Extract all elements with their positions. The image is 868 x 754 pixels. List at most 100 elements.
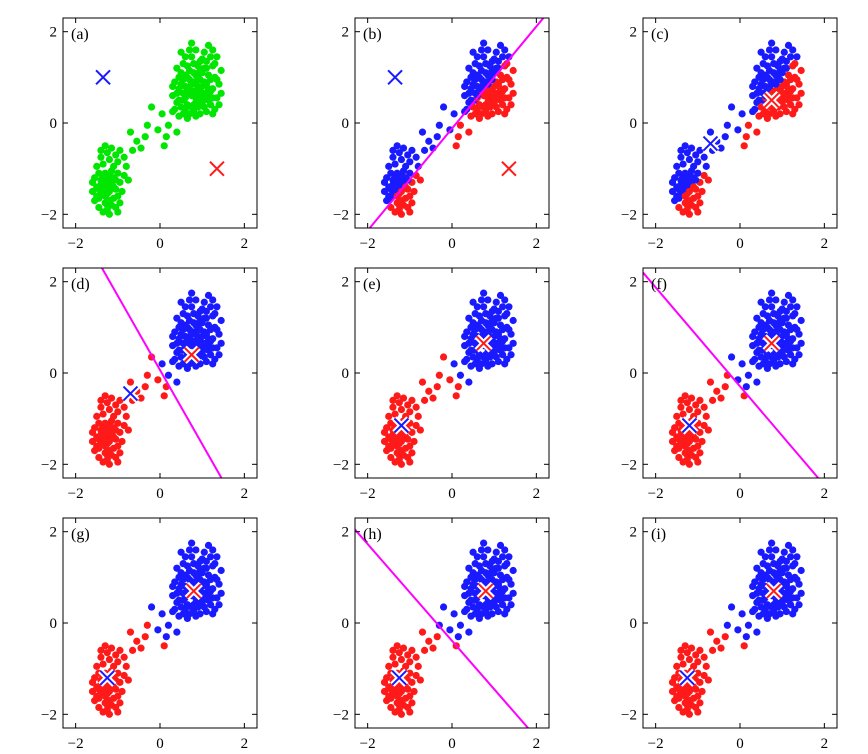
data-point xyxy=(395,701,403,709)
data-point xyxy=(175,96,183,104)
data-point xyxy=(380,678,389,686)
data-point xyxy=(192,80,200,88)
data-point xyxy=(675,435,683,443)
data-point xyxy=(757,580,765,588)
data-point xyxy=(196,610,204,618)
data-point xyxy=(477,546,486,554)
panel-label: (h) xyxy=(363,526,382,543)
data-point xyxy=(738,360,746,368)
data-point xyxy=(694,408,702,416)
data-point xyxy=(488,557,496,565)
data-point xyxy=(759,110,767,118)
data-point xyxy=(486,573,494,581)
axes-frame xyxy=(62,267,258,479)
data-point xyxy=(475,614,484,623)
data-point xyxy=(116,646,124,654)
data-point xyxy=(204,596,213,604)
data-point xyxy=(787,87,795,95)
panel-d: −2 0 2 −2 0 2 (d) xyxy=(41,267,258,502)
data-point xyxy=(128,646,137,654)
data-point xyxy=(694,669,702,677)
data-point xyxy=(93,662,101,670)
data-point xyxy=(668,437,677,446)
data-point xyxy=(211,560,219,568)
data-point xyxy=(780,564,788,572)
panel-i: −2 0 2 −2 0 2 (i) xyxy=(621,517,838,752)
data-point xyxy=(399,644,408,652)
data-point xyxy=(202,80,210,88)
data-point xyxy=(192,98,200,107)
data-point xyxy=(694,158,702,166)
data-point xyxy=(141,383,149,391)
data-point xyxy=(681,642,689,650)
data-point xyxy=(196,57,204,65)
data-point xyxy=(780,48,788,56)
data-point xyxy=(776,307,784,315)
points-layer xyxy=(668,539,805,718)
data-point xyxy=(171,605,179,613)
data-point xyxy=(761,71,769,79)
data-point xyxy=(480,539,488,547)
data-point xyxy=(188,539,196,547)
data-point xyxy=(190,107,198,116)
data-point xyxy=(450,610,458,618)
decision-boundary-line xyxy=(643,271,820,478)
data-point xyxy=(501,110,509,118)
data-point xyxy=(700,403,708,411)
data-point xyxy=(465,589,473,597)
data-point xyxy=(471,360,479,368)
data-point xyxy=(425,637,433,645)
data-point xyxy=(196,85,204,93)
data-point xyxy=(97,653,105,661)
data-point xyxy=(160,392,168,400)
data-point xyxy=(179,60,187,68)
data-point xyxy=(696,449,704,457)
data-point xyxy=(99,708,107,716)
data-point xyxy=(439,103,448,111)
data-point xyxy=(188,53,196,61)
data-point xyxy=(780,298,788,306)
data-point xyxy=(120,421,128,430)
data-point xyxy=(713,637,721,645)
data-point xyxy=(114,208,122,216)
data-point xyxy=(753,89,761,97)
data-point xyxy=(683,399,691,407)
data-point xyxy=(120,403,128,411)
data-point xyxy=(380,178,389,186)
data-point xyxy=(395,399,403,407)
data-point xyxy=(772,546,780,554)
data-point xyxy=(681,442,689,450)
y-tick-label: −2 xyxy=(333,707,349,723)
data-point xyxy=(742,383,750,391)
data-point xyxy=(469,298,477,306)
data-point xyxy=(694,708,702,716)
data-point xyxy=(690,662,698,670)
data-point xyxy=(717,144,725,152)
data-point xyxy=(708,646,717,654)
data-point xyxy=(175,323,183,331)
data-point xyxy=(175,596,183,604)
data-point xyxy=(768,39,776,47)
data-point xyxy=(183,364,192,373)
data-point xyxy=(795,351,803,359)
y-tick-label: 2 xyxy=(50,275,58,291)
panel-label: (g) xyxy=(71,526,90,543)
data-point xyxy=(492,314,500,322)
data-point xyxy=(700,153,708,161)
data-point xyxy=(114,458,122,466)
data-point xyxy=(499,337,507,345)
data-point xyxy=(776,610,784,618)
data-point xyxy=(776,57,784,65)
points-layer xyxy=(380,289,517,468)
data-point xyxy=(202,580,210,588)
data-point xyxy=(488,360,496,368)
data-point xyxy=(467,596,475,604)
data-point xyxy=(509,89,517,97)
data-point xyxy=(200,103,208,111)
data-point xyxy=(133,637,141,645)
data-point xyxy=(787,53,795,61)
data-point xyxy=(160,642,168,650)
data-point xyxy=(171,105,179,113)
panel-g: −2 0 2 −2 0 2 (g) xyxy=(41,517,258,752)
data-point xyxy=(110,194,118,202)
